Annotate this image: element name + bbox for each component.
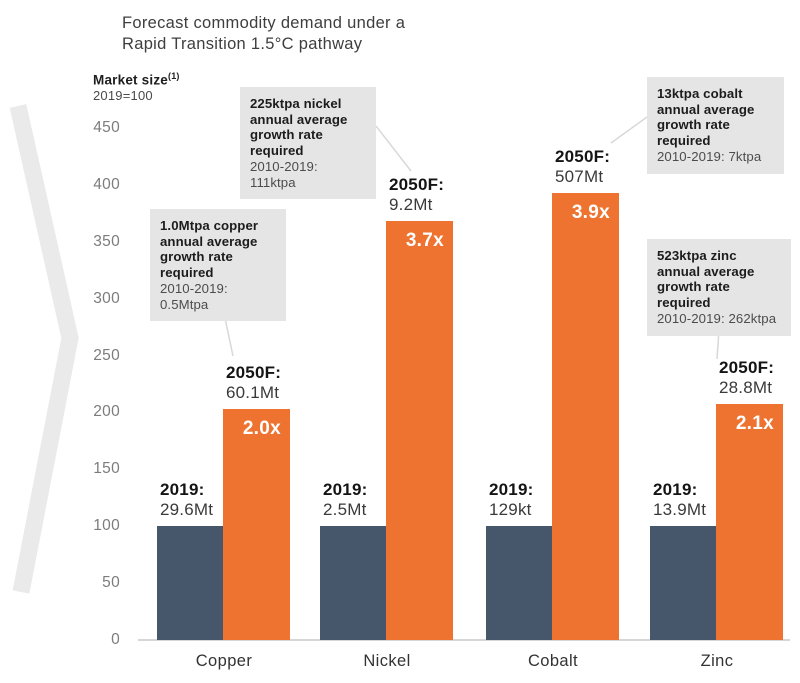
- cobalt-2050-bar: 3.9x: [552, 192, 619, 640]
- cobalt-2019-prefix: 2019:: [489, 480, 534, 500]
- nickel-callout: 225ktpa nickel annual average growth rat…: [240, 87, 376, 199]
- bar-group-nickel: 3.7x 2019: 2.5Mt 2050F: 9.2Mt Nickel: [320, 0, 454, 683]
- category-label-cobalt: Cobalt: [527, 652, 579, 670]
- copper-callout-text: 1.0Mtpa copper annual average growth rat…: [160, 218, 259, 280]
- zinc-2019-bar: [650, 526, 716, 640]
- y-axis-index-note: 2019=100: [93, 88, 153, 103]
- y-axis-tick-label: 400: [93, 175, 120, 193]
- copper-2050-label: 2050F: 60.1Mt: [226, 363, 281, 403]
- zinc-multiplier-label: 2.1x: [735, 413, 774, 435]
- copper-2019-prefix: 2019:: [160, 480, 205, 500]
- zinc-2019-label: 2019: 13.9Mt: [653, 480, 706, 520]
- nickel-2019-bar: [320, 526, 386, 640]
- chart-title-line2: Rapid Transition 1.5°C pathway: [122, 35, 363, 53]
- copper-2050-bar: 2.0x: [223, 409, 290, 640]
- cobalt-2050-value: 507Mt: [555, 166, 604, 186]
- category-label-copper: Copper: [195, 652, 253, 670]
- nickel-2050-bar: 3.7x: [386, 221, 453, 640]
- nickel-2019-value: 2.5Mt: [323, 500, 367, 520]
- y-axis-tick-label: 350: [93, 232, 120, 250]
- y-axis-tick-label: 200: [93, 403, 120, 421]
- y-axis-tick-label: 100: [93, 517, 120, 535]
- nickel-2050-prefix: 2050F:: [389, 175, 445, 195]
- nickel-2050-label: 2050F: 9.2Mt: [389, 175, 444, 215]
- bar-group-zinc: 2.1x 2019: 13.9Mt 2050F: 28.8Mt Zinc: [650, 0, 784, 683]
- y-axis-unit-label: Market size(1): [93, 71, 180, 88]
- nickel-callout-subtext: 2010-2019: 111ktpa: [250, 159, 318, 190]
- y-axis-unit-text: Market size: [93, 72, 168, 88]
- nickel-2019-prefix: 2019:: [323, 480, 368, 500]
- cobalt-2019-bar: [486, 526, 552, 640]
- nickel-multiplier-label: 3.7x: [405, 230, 444, 252]
- y-axis: 450 400 350 300 250 200 150 100 50 0: [0, 0, 120, 683]
- copper-2019-value: 29.6Mt: [160, 500, 214, 520]
- chart-title-line1: Forecast commodity demand under a: [122, 14, 406, 32]
- y-axis-tick-label: 250: [93, 346, 120, 364]
- y-axis-tick-label: 150: [93, 460, 120, 478]
- copper-2050-prefix: 2050F:: [226, 363, 282, 383]
- bar-group-cobalt: 3.9x 2019: 129kt 2050F: 507Mt Cobalt: [486, 0, 620, 683]
- cobalt-multiplier-label: 3.9x: [571, 201, 610, 223]
- zinc-callout-text: 523ktpa zinc annual average growth rate …: [657, 248, 755, 310]
- cobalt-2050-prefix: 2050F:: [555, 146, 611, 166]
- bar-group-copper: 2.0x 2019: 29.6Mt 2050F: 60.1Mt Copper: [157, 0, 291, 683]
- copper-callout-subtext: 2010-2019: 0.5Mtpa: [160, 281, 228, 312]
- y-axis-tick-label: 450: [93, 119, 120, 136]
- zinc-2050-bar: 2.1x: [716, 404, 783, 640]
- cobalt-callout-subtext: 2010-2019: 7ktpa: [657, 149, 762, 164]
- cobalt-2019-value: 129kt: [489, 500, 532, 520]
- zinc-callout: 523ktpa zinc annual average growth rate …: [647, 239, 791, 336]
- y-axis-tick-label: 300: [93, 289, 120, 307]
- cobalt-callout: 13ktpa cobalt annual average growth rate…: [647, 77, 784, 174]
- zinc-2050-value: 28.8Mt: [719, 378, 773, 398]
- category-label-nickel: Nickel: [363, 652, 411, 670]
- zinc-callout-subtext: 2010-2019: 262ktpa: [657, 311, 777, 326]
- y-axis-tick-label: 50: [102, 574, 120, 592]
- nickel-2050-value: 9.2Mt: [389, 195, 433, 215]
- category-label-zinc: Zinc: [700, 652, 734, 670]
- cobalt-callout-text: 13ktpa cobalt annual average growth rate…: [657, 86, 755, 148]
- y-axis-footnote-marker: (1): [168, 71, 180, 81]
- x-axis-line: [138, 639, 790, 641]
- cobalt-2019-label: 2019: 129kt: [489, 480, 533, 520]
- zinc-2050-label: 2050F: 28.8Mt: [719, 358, 774, 398]
- copper-2019-label: 2019: 29.6Mt: [160, 480, 213, 520]
- nickel-callout-text: 225ktpa nickel annual average growth rat…: [250, 96, 348, 158]
- copper-multiplier-label: 2.0x: [242, 418, 281, 440]
- cobalt-2050-label: 2050F: 507Mt: [555, 147, 610, 187]
- chart-title: Forecast commodity demand under a Rapid …: [122, 13, 405, 55]
- zinc-2050-prefix: 2050F:: [719, 358, 775, 378]
- copper-callout: 1.0Mtpa copper annual average growth rat…: [150, 209, 286, 321]
- copper-2050-value: 60.1Mt: [226, 383, 280, 403]
- zinc-2019-prefix: 2019:: [653, 480, 698, 500]
- nickel-2019-label: 2019: 2.5Mt: [323, 480, 367, 520]
- y-axis-tick-label: 0: [111, 631, 120, 648]
- zinc-2019-value: 13.9Mt: [653, 500, 707, 520]
- copper-2019-bar: [157, 526, 223, 640]
